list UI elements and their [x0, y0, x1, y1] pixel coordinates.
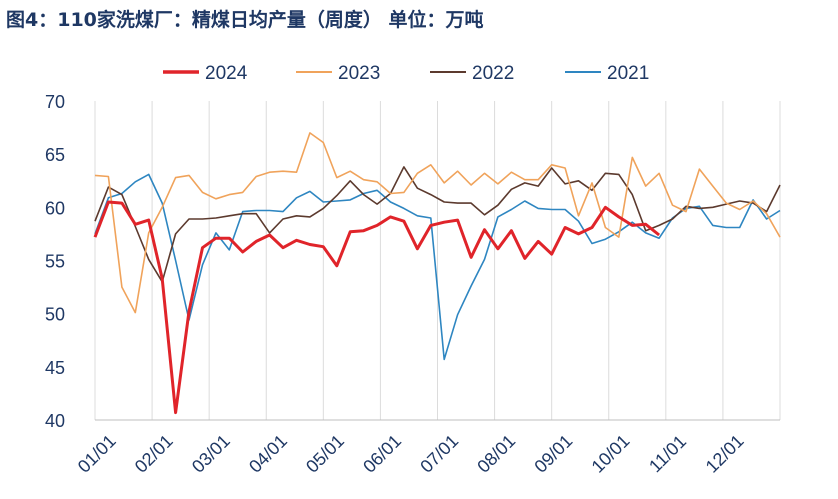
- x-tick-label: 05/01: [302, 431, 348, 477]
- series-line-2024: [93, 200, 661, 415]
- y-tick-label: 45: [45, 358, 65, 378]
- x-tick-label: 03/01: [188, 431, 234, 477]
- series-line-2023: [94, 132, 781, 314]
- x-tick-label: 11/01: [645, 431, 690, 476]
- y-tick-label: 70: [45, 92, 65, 112]
- x-tick-label: 06/01: [359, 431, 405, 477]
- x-tick-label: 09/01: [530, 431, 576, 477]
- chart-title: 图4：110家洗煤厂：精煤日均产量（周度） 单位：万吨: [6, 9, 484, 31]
- series-line-2022: [94, 166, 781, 283]
- x-axis-ticks: 01/01 02/01 03/01 04/01 05/01 06/01 07/01 08/01…: [74, 431, 748, 477]
- y-tick-label: 65: [45, 145, 65, 165]
- y-tick-label: 40: [45, 411, 65, 431]
- legend-label-2024: 2024: [205, 63, 248, 84]
- x-tick-label: 08/01: [473, 431, 519, 477]
- y-tick-label: 50: [45, 305, 65, 325]
- x-tick-label: 07/01: [416, 431, 462, 477]
- series-line-2021: [94, 173, 781, 361]
- x-tick-label: 02/01: [131, 431, 177, 477]
- series-group: [93, 132, 781, 415]
- x-tick-label: 12/01: [702, 431, 748, 477]
- x-tick-label: 01/01: [74, 431, 120, 477]
- y-tick-label: 60: [45, 198, 65, 218]
- x-tick-label: 04/01: [245, 431, 291, 477]
- legend-label-2023: 2023: [338, 63, 380, 84]
- legend-label-2022: 2022: [472, 63, 514, 84]
- y-tick-label: 55: [45, 252, 65, 272]
- legend: 2024 2023 2022 2021: [163, 63, 649, 84]
- legend-label-2021: 2021: [607, 63, 649, 84]
- x-tick-label: 10/01: [588, 431, 634, 477]
- y-axis-ticks: 40 45 50 55 60 65 70: [45, 92, 65, 431]
- grid-lines: [94, 101, 781, 421]
